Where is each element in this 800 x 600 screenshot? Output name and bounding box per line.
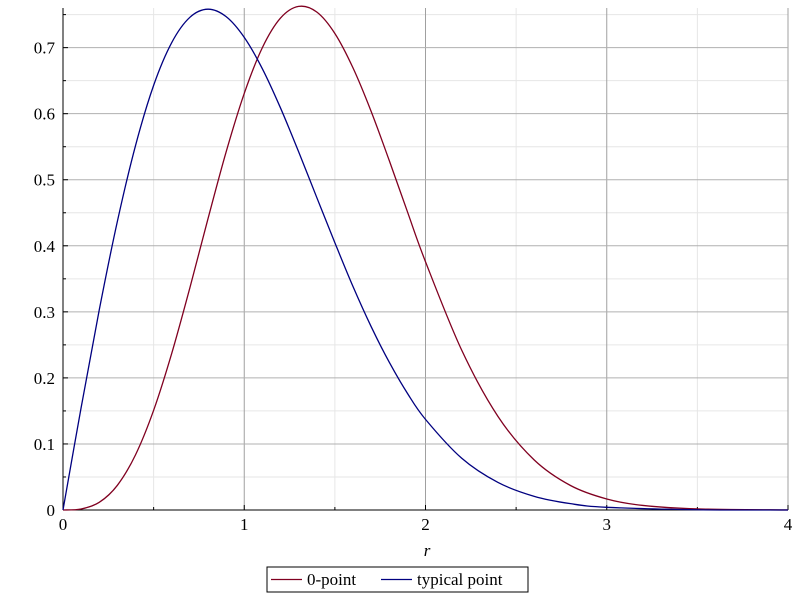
y-tick-label: 0.1 [34,435,55,454]
tick-labels: 0 1 2 3 4 0 0.1 0.2 0.3 0.4 0.5 0.6 0.7 [34,39,793,534]
x-tick-label: 0 [59,515,68,534]
y-tick-label: 0.3 [34,303,55,322]
x-tick-label: 1 [240,515,249,534]
x-tick-label: 4 [784,515,793,534]
x-axis-label: r [424,541,431,560]
y-tick-label: 0.5 [34,171,55,190]
grid [63,8,789,510]
y-tick-label: 0.2 [34,369,55,388]
legend-label-0-point: 0-point [307,570,356,589]
y-tick-label: 0.7 [34,39,56,58]
series-line-0-point [62,5,789,511]
axes [62,8,789,511]
x-tick-label: 2 [421,515,430,534]
legend: 0-point typical point [266,566,529,593]
y-tick-label: 0 [47,501,56,520]
y-tick-label: 0.6 [34,105,55,124]
series-lines [62,5,789,511]
x-tick-label: 3 [603,515,612,534]
legend-label-typical-point: typical point [417,570,503,589]
y-tick-label: 0.4 [34,237,56,256]
series-line-typical-point [62,8,789,511]
